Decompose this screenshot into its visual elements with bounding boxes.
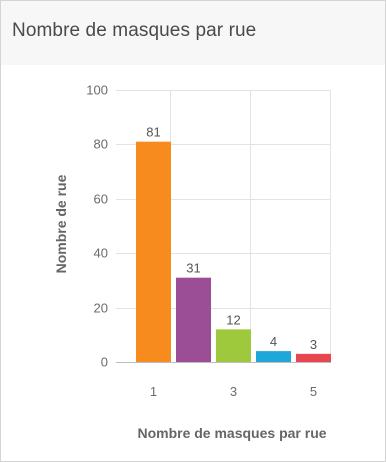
x-tick-label: 1 <box>150 384 157 399</box>
data-label-1: 81 <box>146 125 160 140</box>
y-tick-label: 100 <box>86 83 108 98</box>
x-tick-label: 5 <box>310 384 317 399</box>
bar-3[interactable] <box>216 329 251 362</box>
x-tick-label: 3 <box>230 384 237 399</box>
y-tick-label: 20 <box>94 301 108 316</box>
x-axis-title: Nombre de masques par rue <box>137 425 326 441</box>
y-tick-label: 80 <box>94 137 108 152</box>
bar-4[interactable] <box>256 351 291 362</box>
y-tick-label: 0 <box>101 355 108 370</box>
card-title: Nombre de masques par rue <box>12 20 257 41</box>
data-label-4: 4 <box>270 334 277 349</box>
bar-layer <box>136 141 331 362</box>
y-tick-label: 60 <box>94 192 108 207</box>
card-header: Nombre de masques par rue <box>1 1 385 65</box>
bar-1[interactable] <box>136 141 171 362</box>
data-label-3: 12 <box>226 312 240 327</box>
y-tick-label: 40 <box>94 246 108 261</box>
bar-5[interactable] <box>296 353 331 362</box>
data-label-2: 31 <box>186 261 200 276</box>
bar-2[interactable] <box>176 277 211 362</box>
data-label-5: 3 <box>310 337 317 352</box>
y-axis-title: Nombre de rue <box>53 174 69 273</box>
